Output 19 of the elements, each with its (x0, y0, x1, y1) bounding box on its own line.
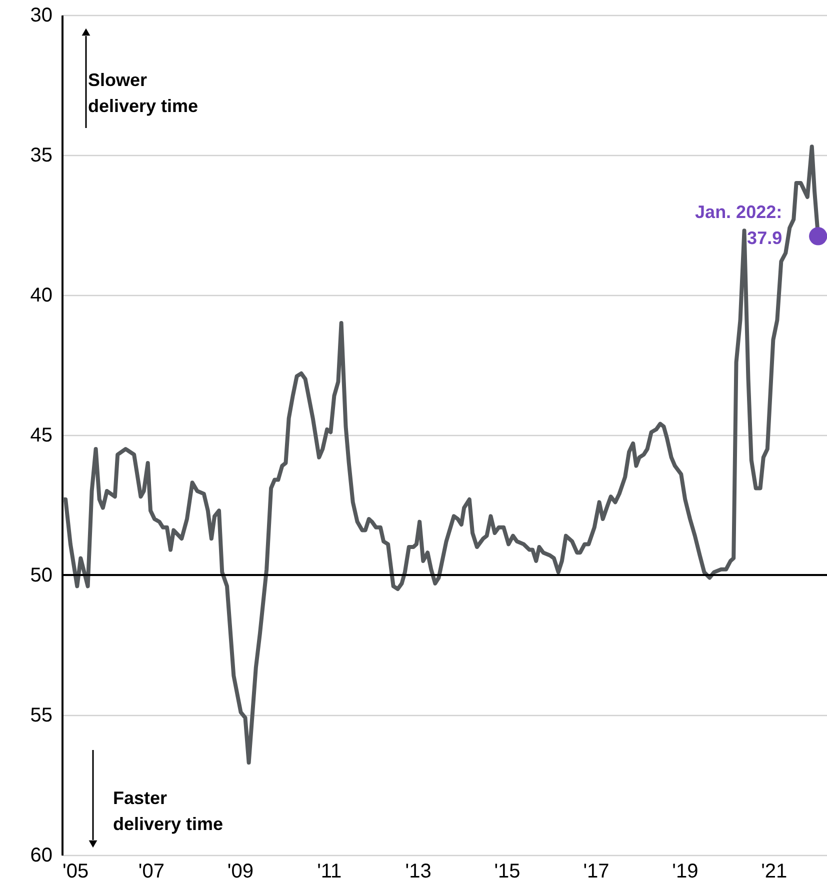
y-tick-label: 35 (30, 144, 52, 166)
x-tick-label: '05 (62, 860, 89, 882)
y-tick-label: 30 (30, 4, 52, 26)
x-tick-label: '09 (227, 860, 254, 882)
x-tick-label: '07 (138, 860, 164, 882)
x-tick-label: '21 (761, 860, 788, 882)
y-tick-label: 50 (30, 564, 52, 586)
x-tick-label: '19 (672, 860, 698, 882)
x-tick-label: '15 (494, 860, 520, 882)
y-tick-label: 55 (30, 704, 52, 726)
x-tick-label: '13 (405, 860, 432, 882)
x-tick-label: '11 (317, 860, 342, 882)
y-tick-label: 45 (30, 424, 52, 446)
y-tick-label: 60 (30, 844, 52, 866)
y-tick-label: 40 (30, 284, 52, 306)
annotation: Slower delivery time (88, 70, 198, 116)
x-tick-label: '17 (583, 860, 610, 882)
annotation: Faster delivery time (113, 788, 224, 834)
annotation: Jan. 2022: 37.9 (695, 202, 782, 248)
